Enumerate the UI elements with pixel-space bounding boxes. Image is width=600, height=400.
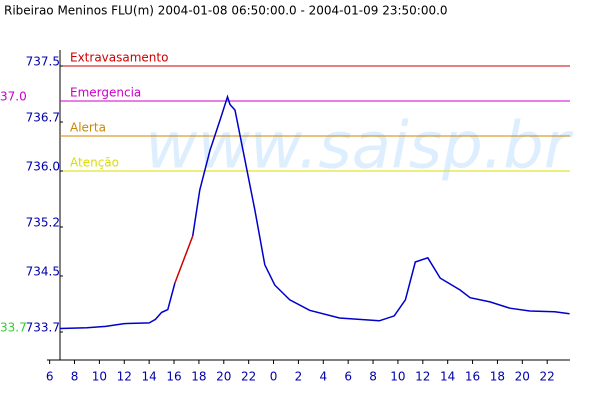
x-tick-label: 6 — [46, 370, 54, 384]
x-tick-label: 20 — [515, 370, 530, 384]
threshold-label: Atenção — [70, 156, 119, 170]
x-tick-label: 12 — [117, 370, 132, 384]
x-tick-label: 16 — [465, 370, 480, 384]
watermark: www.saisp.br — [145, 110, 574, 184]
y-tick-label: 734.5 — [26, 265, 60, 279]
x-tick-label: 16 — [166, 370, 181, 384]
x-tick-label: 8 — [369, 370, 377, 384]
x-tick-label: 2 — [295, 370, 303, 384]
threshold-label: Emergencia — [70, 86, 141, 100]
x-tick-label: 22 — [241, 370, 256, 384]
y-tick-label: 733.7 — [26, 321, 60, 335]
x-tick-label: 12 — [415, 370, 430, 384]
level-marker: 33.7 — [0, 321, 27, 335]
x-tick-label: 10 — [390, 370, 405, 384]
y-tick-label: 735.2 — [26, 216, 60, 230]
threshold-label: Alerta — [70, 121, 106, 135]
threshold-label: Extravasamento — [70, 51, 168, 65]
x-tick-label: 10 — [92, 370, 107, 384]
series-line — [59, 282, 176, 330]
x-tick-label: 14 — [440, 370, 455, 384]
x-tick-label: 6 — [344, 370, 352, 384]
level-marker: 37.0 — [0, 90, 27, 104]
x-tick-label: 14 — [142, 370, 157, 384]
x-tick-label: 4 — [319, 370, 327, 384]
x-tick-label: 18 — [490, 370, 505, 384]
x-tick-label: 18 — [191, 370, 206, 384]
x-tick-label: 22 — [540, 370, 555, 384]
x-tick-label: 0 — [270, 370, 278, 384]
x-tick-label: 20 — [216, 370, 231, 384]
x-tick-label: 8 — [71, 370, 79, 384]
series-line — [191, 94, 570, 322]
y-tick-label: 736.7 — [26, 111, 60, 125]
y-tick-label: 737.5 — [26, 55, 60, 69]
series-line — [174, 235, 194, 284]
y-tick-label: 736.0 — [26, 160, 60, 174]
chart-title: Ribeirao Meninos FLU(m) 2004-01-08 06:50… — [4, 4, 448, 18]
